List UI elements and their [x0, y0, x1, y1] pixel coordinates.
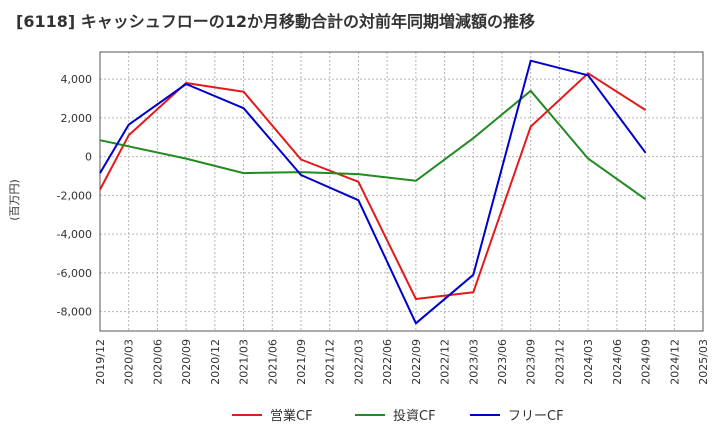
x-tick-label: 2023/06: [496, 339, 509, 385]
y-tick-label: -6,000: [57, 267, 92, 280]
x-tick-label: 2024/12: [668, 339, 681, 385]
y-axis-label: (百万円): [8, 179, 21, 221]
x-tick-label: 2019/12: [94, 339, 107, 385]
y-tick-label: -8,000: [57, 306, 92, 319]
x-ticks: 2019/12 2020/03 2020/06 2020/09 2020/12 2021/…: [94, 339, 710, 385]
legend-label: フリーCF: [508, 409, 564, 424]
x-tick-label: 2024/06: [611, 339, 624, 385]
series-line: [99, 72, 647, 300]
x-tick-label: 2020/03: [123, 339, 136, 385]
axes: [99, 51, 704, 332]
x-tick-label: 2021/03: [238, 339, 251, 385]
x-tick-label: 2025/03: [697, 339, 710, 385]
legend-label: 営業CF: [270, 408, 313, 424]
x-tick-label: 2022/06: [381, 339, 394, 385]
x-tick-label: 2022/12: [439, 339, 452, 385]
y-tick-label: -2,000: [57, 189, 92, 202]
x-tick-label: 2020/06: [151, 339, 164, 385]
x-tick-label: 2023/09: [525, 339, 538, 385]
chart-title: [6118] キャッシュフローの12か月移動合計の対前年同期増減額の推移: [16, 12, 535, 31]
x-tick-label: 2020/12: [209, 339, 222, 385]
series-line: [99, 89, 647, 201]
series-lines: [99, 59, 647, 325]
y-tick-label: 0: [85, 151, 92, 164]
x-tick-label: 2022/09: [410, 339, 423, 385]
x-tick-label: 2021/06: [266, 339, 279, 385]
grid: [100, 52, 703, 331]
x-tick-label: 2021/12: [324, 339, 337, 385]
y-tick-label: -4,000: [57, 228, 92, 241]
x-tick-label: 2020/09: [180, 339, 193, 385]
x-tick-label: 2024/09: [640, 339, 653, 385]
legend: 営業CF 投資CF フリーCF: [232, 408, 564, 424]
y-tick-label: 2,000: [61, 112, 93, 125]
legend-label: 投資CF: [393, 408, 436, 424]
plot-area: [99, 51, 704, 332]
y-ticks: 4,000 2,000 0 -2,000 -4,000 -6,000 -8,000: [57, 73, 92, 319]
x-tick-label: 2022/03: [352, 339, 365, 385]
x-tick-label: 2024/03: [582, 339, 595, 385]
x-tick-label: 2023/12: [553, 339, 566, 385]
x-tick-label: 2021/09: [295, 339, 308, 385]
x-tick-label: 2023/03: [467, 339, 480, 385]
y-tick-label: 4,000: [61, 73, 93, 86]
series-line: [99, 59, 647, 325]
